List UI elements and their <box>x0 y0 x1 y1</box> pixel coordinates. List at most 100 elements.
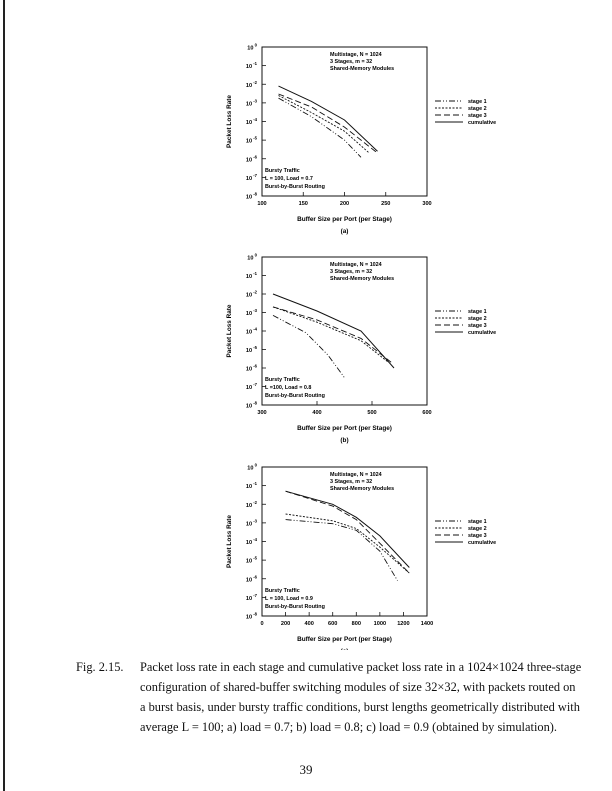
series-stage-1 <box>278 97 362 158</box>
series-cumulative <box>285 490 410 568</box>
figure-caption: Fig. 2.15. Packet loss rate in each stag… <box>76 657 584 737</box>
y-tick-label: 10 -8 <box>246 401 258 410</box>
legend-label: cumulative <box>468 120 496 126</box>
y-tick-label: 10 0 <box>247 43 257 52</box>
x-tick-label: 300 <box>257 410 266 416</box>
traffic-line: Bursty Traffic <box>265 588 300 594</box>
x-axis-label: Buffer Size per Port (per Stage) <box>297 425 392 432</box>
series-stage-2 <box>272 306 389 363</box>
series-stage-2 <box>285 513 410 574</box>
x-tick-label: 400 <box>312 410 321 416</box>
traffic-line: Bursty Traffic <box>265 168 300 174</box>
legend-label: stage 1 <box>468 519 487 525</box>
y-axis-label: Packet Loss Rate <box>226 515 233 568</box>
chart-panel-a: 10 0 10 -1 10 -2 10 -3 10 -4 10 -5 10 -6 10 -7 1… <box>226 43 496 236</box>
series-stage-2 <box>278 95 370 154</box>
panel-sublabel: (c) <box>341 648 349 650</box>
y-tick-label: 10 -7 <box>246 382 258 391</box>
panel-sublabel: (b) <box>340 437 348 444</box>
series-stage-3 <box>285 490 410 574</box>
info-line: Multistage, N = 1024 <box>330 262 382 268</box>
y-tick-label: 10 -1 <box>246 61 258 70</box>
x-tick-label: 400 <box>304 621 313 627</box>
series-stage-3 <box>272 306 392 363</box>
x-tick-label: 600 <box>328 621 337 627</box>
y-tick-label: 10 -5 <box>246 556 258 565</box>
traffic-line: L = 100, Load = 0.9 <box>265 596 313 602</box>
x-tick-label: 1400 <box>421 621 433 627</box>
y-tick-label: 10 -1 <box>246 481 258 490</box>
info-line: 3 Stages, m = 32 <box>330 269 372 275</box>
info-line: Shared-Memory Modules <box>330 276 394 282</box>
traffic-line: Burst-by-Burst Routing <box>265 393 325 399</box>
legend-label: stage 3 <box>468 323 487 329</box>
y-tick-label: 10 0 <box>247 253 257 262</box>
traffic-line: L =100, Load = 0.8 <box>265 385 311 391</box>
legend-label: stage 1 <box>468 309 487 315</box>
panel-sublabel: (a) <box>341 228 349 235</box>
series-stage-1 <box>285 519 398 581</box>
x-tick-label: 300 <box>422 201 431 207</box>
x-tick-label: 500 <box>367 410 376 416</box>
info-line: Multistage, N = 1024 <box>330 472 382 478</box>
x-tick-label: 1000 <box>374 621 386 627</box>
x-tick-label: 100 <box>257 201 266 207</box>
figure-2-15: 10 0 10 -1 10 -2 10 -3 10 -4 10 -5 10 -6 10 -7 1… <box>226 43 496 651</box>
y-tick-label: 10 -3 <box>246 518 258 527</box>
x-tick-label: 0 <box>260 621 263 627</box>
y-tick-label: 10 -6 <box>246 574 258 583</box>
traffic-line: Bursty Traffic <box>265 377 300 383</box>
x-tick-label: 250 <box>381 201 390 207</box>
y-axis-label: Packet Loss Rate <box>226 95 233 148</box>
x-tick-label: 200 <box>281 621 290 627</box>
caption-number: Fig. 2.15. <box>76 660 124 674</box>
traffic-line: Burst-by-Burst Routing <box>265 604 325 610</box>
y-tick-label: 10 -3 <box>246 98 258 107</box>
legend-label: cumulative <box>468 540 496 546</box>
y-tick-label: 10 -7 <box>246 593 258 602</box>
legend-label: stage 2 <box>468 526 487 532</box>
legend-label: stage 2 <box>468 316 487 322</box>
info-line: 3 Stages, m = 32 <box>330 479 372 485</box>
x-axis-label: Buffer Size per Port (per Stage) <box>297 216 392 223</box>
page-edge-rule <box>3 0 5 791</box>
y-tick-label: 10 -2 <box>246 290 258 299</box>
y-tick-label: 10 -5 <box>246 345 258 354</box>
traffic-line: Burst-by-Burst Routing <box>265 184 325 190</box>
y-tick-label: 10 -8 <box>246 192 258 201</box>
series-cumulative <box>278 85 378 152</box>
x-tick-label: 800 <box>352 621 361 627</box>
legend-label: stage 3 <box>468 113 487 119</box>
y-tick-label: 10 -4 <box>246 537 258 546</box>
series-stage-3 <box>278 93 378 154</box>
y-tick-label: 10 -4 <box>246 117 258 126</box>
caption-text: Packet loss rate in each stage and cumul… <box>140 660 582 734</box>
y-tick-label: 10 -6 <box>246 364 258 373</box>
x-axis-label: Buffer Size per Port (per Stage) <box>297 636 392 643</box>
y-tick-label: 10 -7 <box>246 173 258 182</box>
y-tick-label: 10 -6 <box>246 154 258 163</box>
x-tick-label: 600 <box>422 410 431 416</box>
y-tick-label: 10 -5 <box>246 136 258 145</box>
info-line: Multistage, N = 1024 <box>330 52 382 58</box>
chart-panel-c: 10 0 10 -1 10 -2 10 -3 10 -4 10 -5 10 -6 10 -7 1… <box>226 463 496 651</box>
series-stage-1 <box>272 315 345 378</box>
series-cumulative <box>272 293 395 369</box>
legend-label: stage 2 <box>468 106 487 112</box>
traffic-line: L = 100, Load = 0.7 <box>265 176 313 182</box>
y-tick-label: 10 -3 <box>246 308 258 317</box>
info-line: Shared-Memory Modules <box>330 66 394 72</box>
x-tick-label: 1200 <box>397 621 409 627</box>
y-tick-label: 10 -4 <box>246 327 258 336</box>
legend-label: cumulative <box>468 330 496 336</box>
legend-label: stage 3 <box>468 533 487 539</box>
x-tick-label: 200 <box>340 201 349 207</box>
y-tick-label: 10 -8 <box>246 612 258 621</box>
x-tick-label: 150 <box>299 201 308 207</box>
y-tick-label: 10 -1 <box>246 271 258 280</box>
y-axis-label: Packet Loss Rate <box>226 304 233 357</box>
info-line: 3 Stages, m = 32 <box>330 59 372 65</box>
legend-label: stage 1 <box>468 99 487 105</box>
info-line: Shared-Memory Modules <box>330 486 394 492</box>
y-tick-label: 10 -2 <box>246 80 258 89</box>
